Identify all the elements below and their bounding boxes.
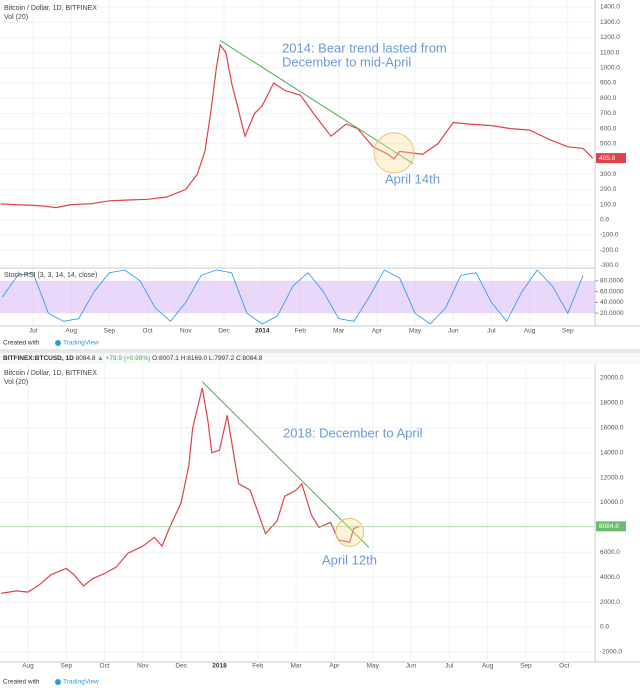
x-tick-label: Feb bbox=[252, 663, 264, 670]
x-tick-label: Nov bbox=[137, 663, 149, 670]
y-tick-label: 1400.0 bbox=[600, 4, 620, 11]
x-tick-label: Dec bbox=[175, 663, 187, 670]
x-tick-label: Mar bbox=[333, 328, 345, 335]
x-tick-label: Jul bbox=[29, 328, 38, 335]
annotation: 2014: Bear trend lasted from bbox=[282, 40, 447, 55]
header-symbol: BITFINEX:BTCUSD, 1D bbox=[3, 355, 74, 362]
x-tick-label: Sep bbox=[562, 328, 574, 335]
x-tick-label: Oct bbox=[100, 663, 110, 670]
volume-label: Vol (20) bbox=[4, 14, 28, 21]
separator bbox=[0, 349, 640, 353]
volume-label: Vol (20) bbox=[4, 379, 28, 386]
chart-title: Bitcoin / Dollar, 1D, BITFINEX bbox=[4, 5, 97, 12]
y-tick-label: 0.0 bbox=[600, 217, 609, 224]
header-last: 8084.8 bbox=[76, 355, 96, 362]
brand-icon bbox=[55, 340, 61, 346]
x-tick-label: Dec bbox=[218, 328, 230, 335]
stoch-tick-label: 20.0000 bbox=[600, 310, 624, 317]
y-tick-label: 6000.0 bbox=[600, 549, 620, 556]
highlight-circle bbox=[373, 132, 415, 174]
x-tick-label: 2018 bbox=[212, 663, 227, 670]
y-tick-label: 12000.0 bbox=[600, 474, 624, 481]
y-tick-label: -2000.0 bbox=[600, 649, 622, 656]
x-tick-label: May bbox=[409, 328, 422, 335]
x-tick-label: 2014 bbox=[255, 328, 270, 335]
x-tick-label: Apr bbox=[372, 328, 383, 335]
annotation: December to mid-April bbox=[282, 54, 411, 69]
last-price-label: 405.8 bbox=[599, 155, 616, 162]
stoch-tick-label: 60.0000 bbox=[600, 288, 624, 295]
stoch-tick-label: 40.0000 bbox=[600, 299, 624, 306]
y-tick-label: 1200.0 bbox=[600, 34, 620, 41]
callout: April 14th bbox=[385, 171, 440, 186]
annotation: 2018: December to April bbox=[283, 425, 423, 440]
y-tick-label: -300.0 bbox=[600, 262, 619, 269]
last-price-box bbox=[596, 153, 626, 164]
chart-title: Bitcoin / Dollar, 1D, BITFINEX bbox=[4, 370, 97, 377]
x-tick-label: Oct bbox=[143, 328, 153, 335]
x-tick-label: Sep bbox=[520, 663, 532, 670]
x-tick-label: Aug bbox=[65, 328, 77, 335]
y-tick-label: 900.0 bbox=[600, 80, 617, 87]
y-tick-label: 100.0 bbox=[600, 201, 617, 208]
symbol-header: BITFINEX:BTCUSD, 1D 8084.8 ▲ +78.9 (+0.9… bbox=[3, 355, 263, 362]
x-tick-label: Mar bbox=[291, 663, 303, 670]
y-tick-label: 300.0 bbox=[600, 171, 617, 178]
credit-text: Created with bbox=[3, 340, 40, 347]
y-tick-label: 1000.0 bbox=[600, 65, 620, 72]
y-tick-label: 2000.0 bbox=[600, 599, 620, 606]
y-tick-label: 0.0 bbox=[600, 624, 609, 631]
y-tick-label: 500.0 bbox=[600, 141, 617, 148]
y-tick-label: 1100.0 bbox=[600, 49, 620, 56]
stoch-title: Stoch RSI (3, 3, 14, 14, close) bbox=[4, 272, 97, 279]
credit-text: Created with bbox=[3, 679, 40, 686]
highlight-circle bbox=[335, 517, 365, 547]
x-tick-label: Apr bbox=[329, 663, 340, 670]
header-change: ▲ +78.9 (+0.99%) bbox=[97, 355, 150, 362]
x-tick-label: Jun bbox=[448, 328, 459, 335]
header-ohlc: O:8007.1 H:8169.0 L:7997.2 C:8084.8 bbox=[152, 355, 263, 362]
x-tick-label: Jul bbox=[445, 663, 454, 670]
trendline bbox=[219, 40, 414, 164]
x-tick-label: Jun bbox=[406, 663, 417, 670]
y-tick-label: 200.0 bbox=[600, 186, 617, 193]
x-tick-label: Oct bbox=[559, 663, 569, 670]
y-tick-label: 20000.0 bbox=[600, 375, 624, 382]
y-tick-label: 16000.0 bbox=[600, 425, 624, 432]
brand-text: TradingView bbox=[63, 679, 99, 686]
x-tick-label: Sep bbox=[61, 663, 73, 670]
price-line bbox=[1, 387, 360, 594]
brand-text: TradingView bbox=[63, 340, 99, 347]
y-tick-label: -200.0 bbox=[600, 247, 619, 254]
x-tick-label: Sep bbox=[104, 328, 116, 335]
price-line bbox=[0, 43, 594, 209]
y-tick-label: 4000.0 bbox=[600, 574, 620, 581]
y-tick-label: 700.0 bbox=[600, 110, 617, 117]
x-tick-label: Aug bbox=[482, 663, 494, 670]
y-tick-label: 600.0 bbox=[600, 125, 617, 132]
stoch-band bbox=[0, 280, 595, 314]
x-tick-label: Aug bbox=[22, 663, 34, 670]
y-tick-label: 14000.0 bbox=[600, 449, 624, 456]
y-tick-label: 800.0 bbox=[600, 95, 617, 102]
stoch-tick-label: 80.0000 bbox=[600, 278, 624, 285]
stoch-line bbox=[2, 269, 584, 325]
x-tick-label: Jul bbox=[487, 328, 496, 335]
y-tick-label: 1300.0 bbox=[600, 19, 620, 26]
x-tick-label: Aug bbox=[524, 328, 536, 335]
x-tick-label: Nov bbox=[180, 328, 192, 335]
symbol-bar bbox=[0, 353, 640, 364]
brand-icon bbox=[55, 679, 61, 685]
y-tick-label: 18000.0 bbox=[600, 400, 624, 407]
trendline bbox=[201, 381, 370, 548]
y-tick-label: 10000.0 bbox=[600, 499, 624, 506]
x-tick-label: May bbox=[367, 663, 380, 670]
last-price-box bbox=[596, 521, 626, 532]
x-tick-label: Feb bbox=[295, 328, 307, 335]
callout: April 12th bbox=[322, 552, 377, 567]
last-price-label: 8084.8 bbox=[599, 523, 619, 530]
y-tick-label: -100.0 bbox=[600, 232, 619, 239]
